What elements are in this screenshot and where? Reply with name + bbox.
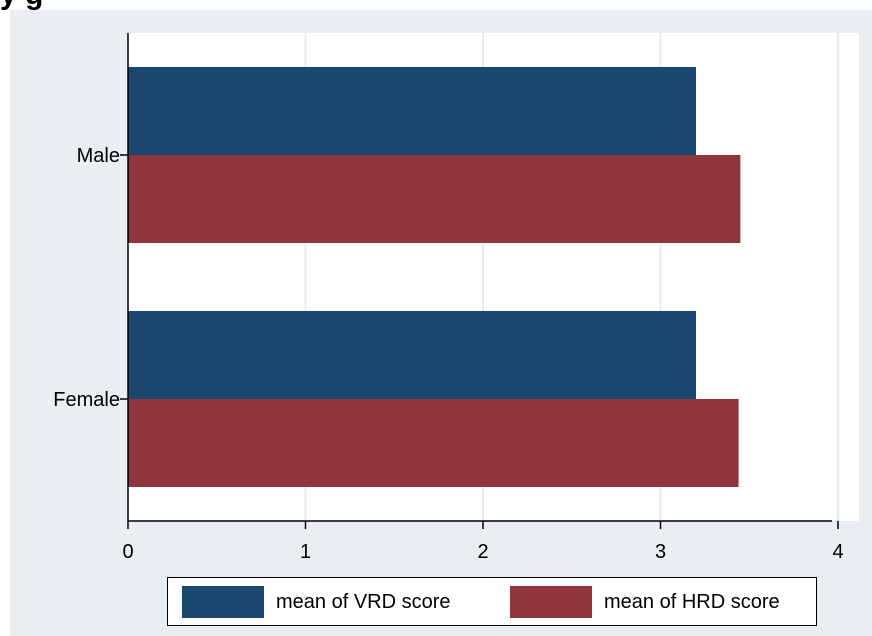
bar-female-hrd (128, 399, 739, 487)
x-tick-label: 3 (655, 541, 666, 563)
x-tick-label: 2 (477, 541, 488, 563)
x-tick-label: 4 (832, 541, 843, 563)
x-tick-label: 0 (122, 541, 133, 563)
bar-male-hrd (128, 155, 741, 243)
bar-female-vrd (128, 311, 696, 399)
legend: mean of VRD score mean of HRD score (167, 577, 817, 626)
legend-item-hrd: mean of HRD score (510, 586, 780, 618)
bar-male-vrd (128, 67, 696, 155)
x-tick-label: 1 (300, 541, 311, 563)
legend-swatch-hrd (510, 586, 592, 618)
legend-label-vrd: mean of VRD score (276, 590, 451, 613)
y-tick-label: Male (77, 145, 120, 167)
y-tick-label: Female (53, 389, 120, 411)
legend-swatch-vrd (182, 586, 264, 618)
legend-label-hrd: mean of HRD score (604, 590, 780, 613)
legend-item-vrd: mean of VRD score (182, 586, 451, 618)
chart-title-fragment: y g (0, 0, 43, 12)
